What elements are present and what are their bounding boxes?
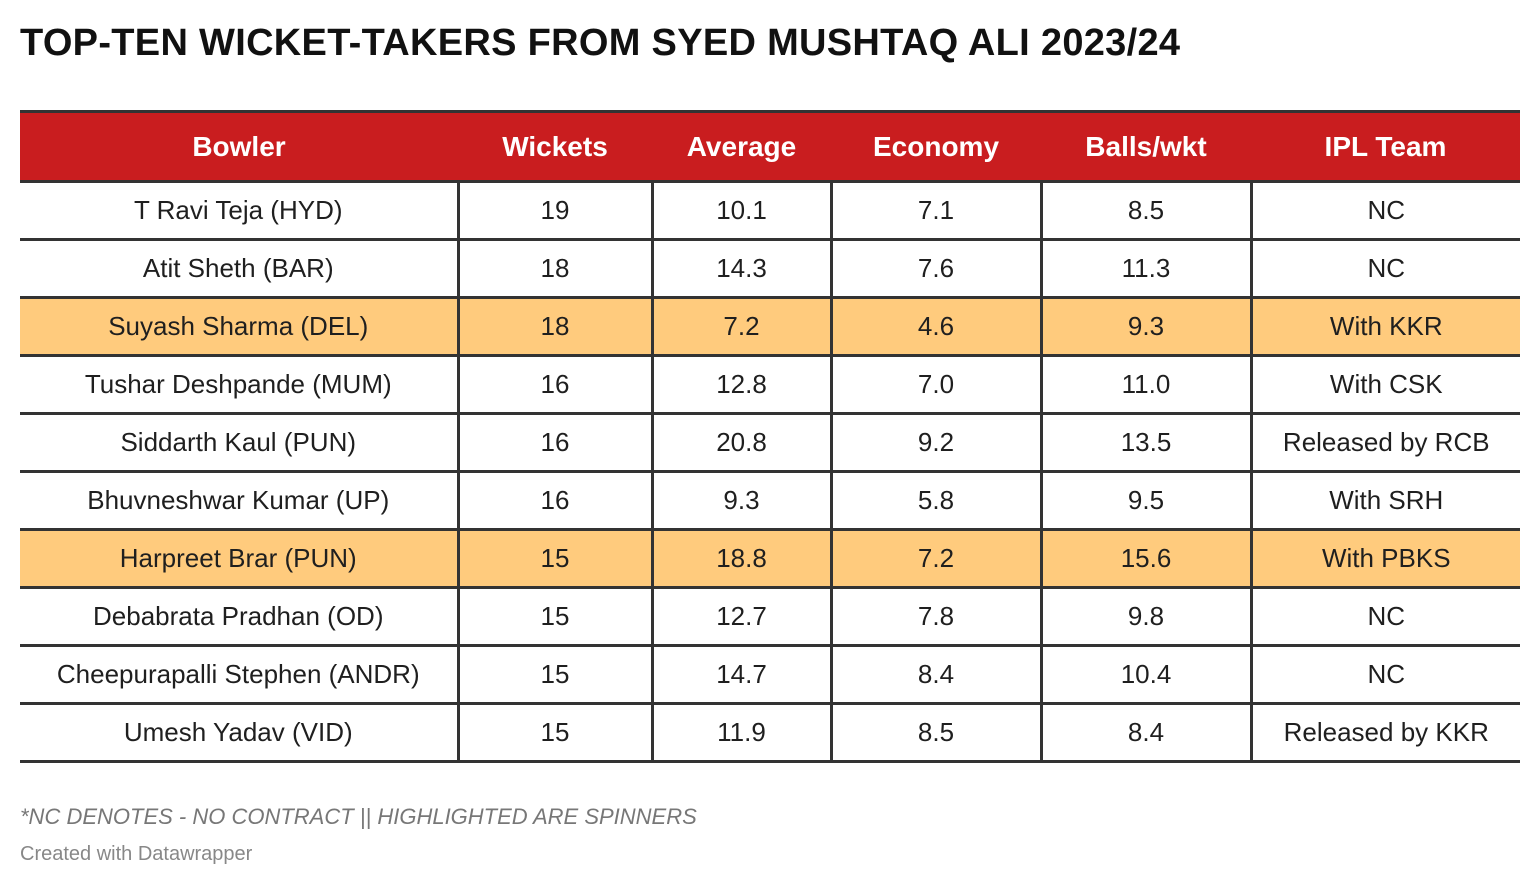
cell-ipl-team: NC	[1249, 587, 1520, 646]
cell-ipl-team: NC	[1249, 645, 1520, 704]
cell-ipl-team: Released by KKR	[1249, 703, 1520, 762]
cell-wickets: 15	[456, 645, 652, 704]
cell-ipl-team: Released by RCB	[1249, 413, 1520, 472]
cell-average: 12.8	[650, 355, 831, 414]
cell-wickets: 18	[456, 239, 652, 298]
footnote: *NC DENOTES - NO CONTRACT || HIGHLIGHTED…	[20, 804, 697, 829]
chart-title: TOP-TEN WICKET-TAKERS FROM SYED MUSHTAQ …	[20, 22, 1181, 64]
cell-economy: 8.4	[829, 645, 1041, 704]
cell-average: 10.1	[650, 181, 831, 240]
wicket-takers-table: Bowler Wickets Average Economy Balls/wkt…	[20, 110, 1520, 763]
table-row: Umesh Yadav (VID) 15 11.9 8.5 8.4 Released by…	[20, 703, 1520, 762]
cell-average: 14.3	[650, 239, 831, 298]
cell-balls-per-wkt: 9.8	[1039, 587, 1251, 646]
cell-balls-per-wkt: 8.4	[1039, 703, 1251, 762]
column-header-bowler: Bowler	[192, 130, 286, 162]
cell-balls-per-wkt: 8.5	[1039, 181, 1251, 240]
cell-bowler: Debabrata Pradhan (OD)	[93, 601, 384, 631]
cell-wickets: 15	[456, 529, 652, 588]
column-header-ipl-team: IPL Team	[1324, 130, 1447, 162]
cell-bowler: Suyash Sharma (DEL)	[108, 311, 369, 341]
cell-wickets: 18	[456, 297, 652, 356]
table-row: Suyash Sharma (DEL) 18 7.2 4.6 9.3 With KKR	[20, 297, 1520, 356]
cell-bowler: Bhuvneshwar Kumar (UP)	[87, 485, 390, 515]
cell-bowler: Harpreet Brar (PUN)	[119, 543, 357, 573]
cell-ipl-team: With CSK	[1249, 355, 1520, 414]
table-header-row: Bowler Wickets Average Economy Balls/wkt…	[20, 111, 1520, 182]
cell-balls-per-wkt: 10.4	[1039, 645, 1251, 704]
table-row: Debabrata Pradhan (OD) 15 12.7 7.8 9.8 NC	[20, 587, 1520, 646]
cell-bowler: Cheepurapalli Stephen (ANDR)	[56, 659, 420, 689]
cell-average: 7.2	[650, 297, 831, 356]
cell-economy: 8.5	[829, 703, 1041, 762]
cell-wickets: 19	[456, 181, 652, 240]
credit-line: Created with Datawrapper	[20, 843, 253, 865]
column-header-balls-per-wkt: Balls/wkt	[1085, 130, 1207, 162]
cell-ipl-team: With SRH	[1249, 471, 1520, 530]
cell-bowler: Tushar Deshpande (MUM)	[84, 369, 392, 399]
table-row: T Ravi Teja (HYD) 19 10.1 7.1 8.5 NC	[20, 181, 1520, 240]
cell-economy: 7.6	[829, 239, 1041, 298]
cell-bowler: Siddarth Kaul (PUN)	[120, 427, 357, 457]
cell-economy: 7.8	[829, 587, 1041, 646]
cell-wickets: 15	[456, 703, 652, 762]
cell-ipl-team: NC	[1249, 239, 1520, 298]
column-header-economy: Economy	[872, 130, 1000, 162]
cell-bowler: Umesh Yadav (VID)	[123, 717, 353, 747]
cell-average: 12.7	[650, 587, 831, 646]
table-row: Atit Sheth (BAR) 18 14.3 7.6 11.3 NC	[20, 239, 1520, 298]
cell-economy: 7.2	[829, 529, 1041, 588]
cell-ipl-team: With KKR	[1249, 297, 1520, 356]
cell-economy: 4.6	[829, 297, 1041, 356]
cell-ipl-team: With PBKS	[1249, 529, 1520, 588]
table-row: Harpreet Brar (PUN) 15 18.8 7.2 15.6 With PBK…	[20, 529, 1520, 588]
table-row: Tushar Deshpande (MUM) 16 12.8 7.0 11.0 With …	[20, 355, 1520, 414]
cell-wickets: 16	[456, 471, 652, 530]
cell-average: 14.7	[650, 645, 831, 704]
table-row: Bhuvneshwar Kumar (UP) 16 9.3 5.8 9.5 With SR…	[20, 471, 1520, 530]
cell-economy: 7.1	[829, 181, 1041, 240]
cell-average: 9.3	[650, 471, 831, 530]
cell-economy: 9.2	[829, 413, 1041, 472]
cell-balls-per-wkt: 9.3	[1039, 297, 1251, 356]
cell-ipl-team: NC	[1249, 181, 1520, 240]
cell-balls-per-wkt: 11.0	[1039, 355, 1251, 414]
table-body: T Ravi Teja (HYD) 19 10.1 7.1 8.5 NC Atit Shet…	[20, 181, 1520, 762]
cell-bowler: T Ravi Teja (HYD)	[133, 195, 343, 225]
cell-average: 11.9	[650, 703, 831, 762]
cell-balls-per-wkt: 13.5	[1039, 413, 1251, 472]
cell-balls-per-wkt: 11.3	[1039, 239, 1251, 298]
cell-average: 18.8	[650, 529, 831, 588]
cell-economy: 7.0	[829, 355, 1041, 414]
table-row: Cheepurapalli Stephen (ANDR) 15 14.7 8.4 10.…	[20, 645, 1520, 704]
cell-bowler: Atit Sheth (BAR)	[142, 253, 334, 283]
cell-wickets: 16	[456, 355, 652, 414]
cell-balls-per-wkt: 9.5	[1039, 471, 1251, 530]
column-header-wickets: Wickets	[502, 130, 608, 162]
cell-economy: 5.8	[829, 471, 1041, 530]
cell-wickets: 15	[456, 587, 652, 646]
cell-average: 20.8	[650, 413, 831, 472]
cell-wickets: 16	[456, 413, 652, 472]
table-row: Siddarth Kaul (PUN) 16 20.8 9.2 13.5 Released…	[20, 413, 1520, 472]
column-header-average: Average	[686, 130, 797, 162]
cell-balls-per-wkt: 15.6	[1039, 529, 1251, 588]
